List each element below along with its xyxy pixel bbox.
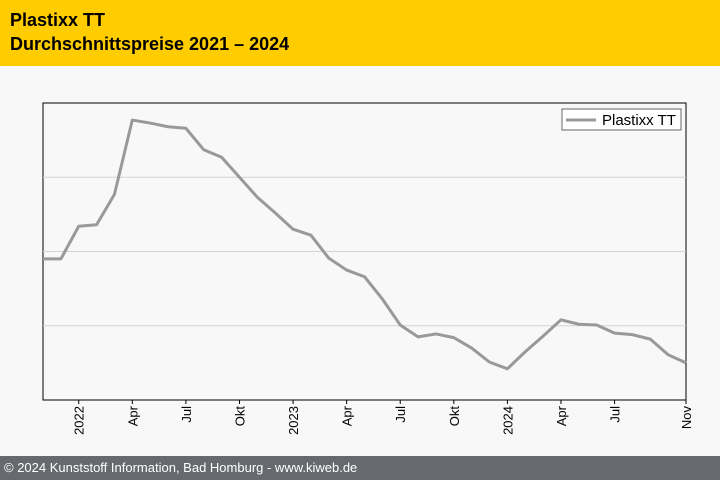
- line-chart: 2022 Apr Jul Okt 2023 Apr Jul Okt 2024 Apr Jul Nov …: [42, 102, 694, 435]
- x-tick-label: Jul: [179, 406, 194, 423]
- x-tick-label: Okt: [447, 406, 462, 427]
- x-tick-label: Jul: [608, 406, 623, 423]
- chart-subtitle: Durchschnittspreise 2021 – 2024: [10, 34, 290, 54]
- chart-title: Plastixx TT: [10, 10, 106, 30]
- legend-box: [561, 108, 682, 131]
- x-tick-label: 2022: [72, 406, 87, 435]
- footer-copyright: © 2024 Kunststoff Information, Bad Hombu…: [0, 456, 720, 480]
- header: Plastixx TT Durchschnittspreise 2021 – 2…: [0, 0, 720, 66]
- x-tick-label: Apr: [340, 405, 355, 426]
- legend: Plastixx TT: [561, 108, 682, 131]
- x-tick-label: 2023: [286, 406, 301, 435]
- series-line-plastixx-tt: [43, 118, 687, 371]
- legend-label: Plastixx TT: [602, 112, 676, 129]
- x-tick-label: 2024: [500, 406, 515, 435]
- x-tick-label: Apr: [125, 405, 140, 426]
- x-tick-label: Jul: [393, 406, 408, 423]
- x-tick-label: Okt: [232, 406, 247, 427]
- x-tick-label: Nov: [679, 406, 694, 430]
- x-tick-label: Apr: [554, 405, 569, 426]
